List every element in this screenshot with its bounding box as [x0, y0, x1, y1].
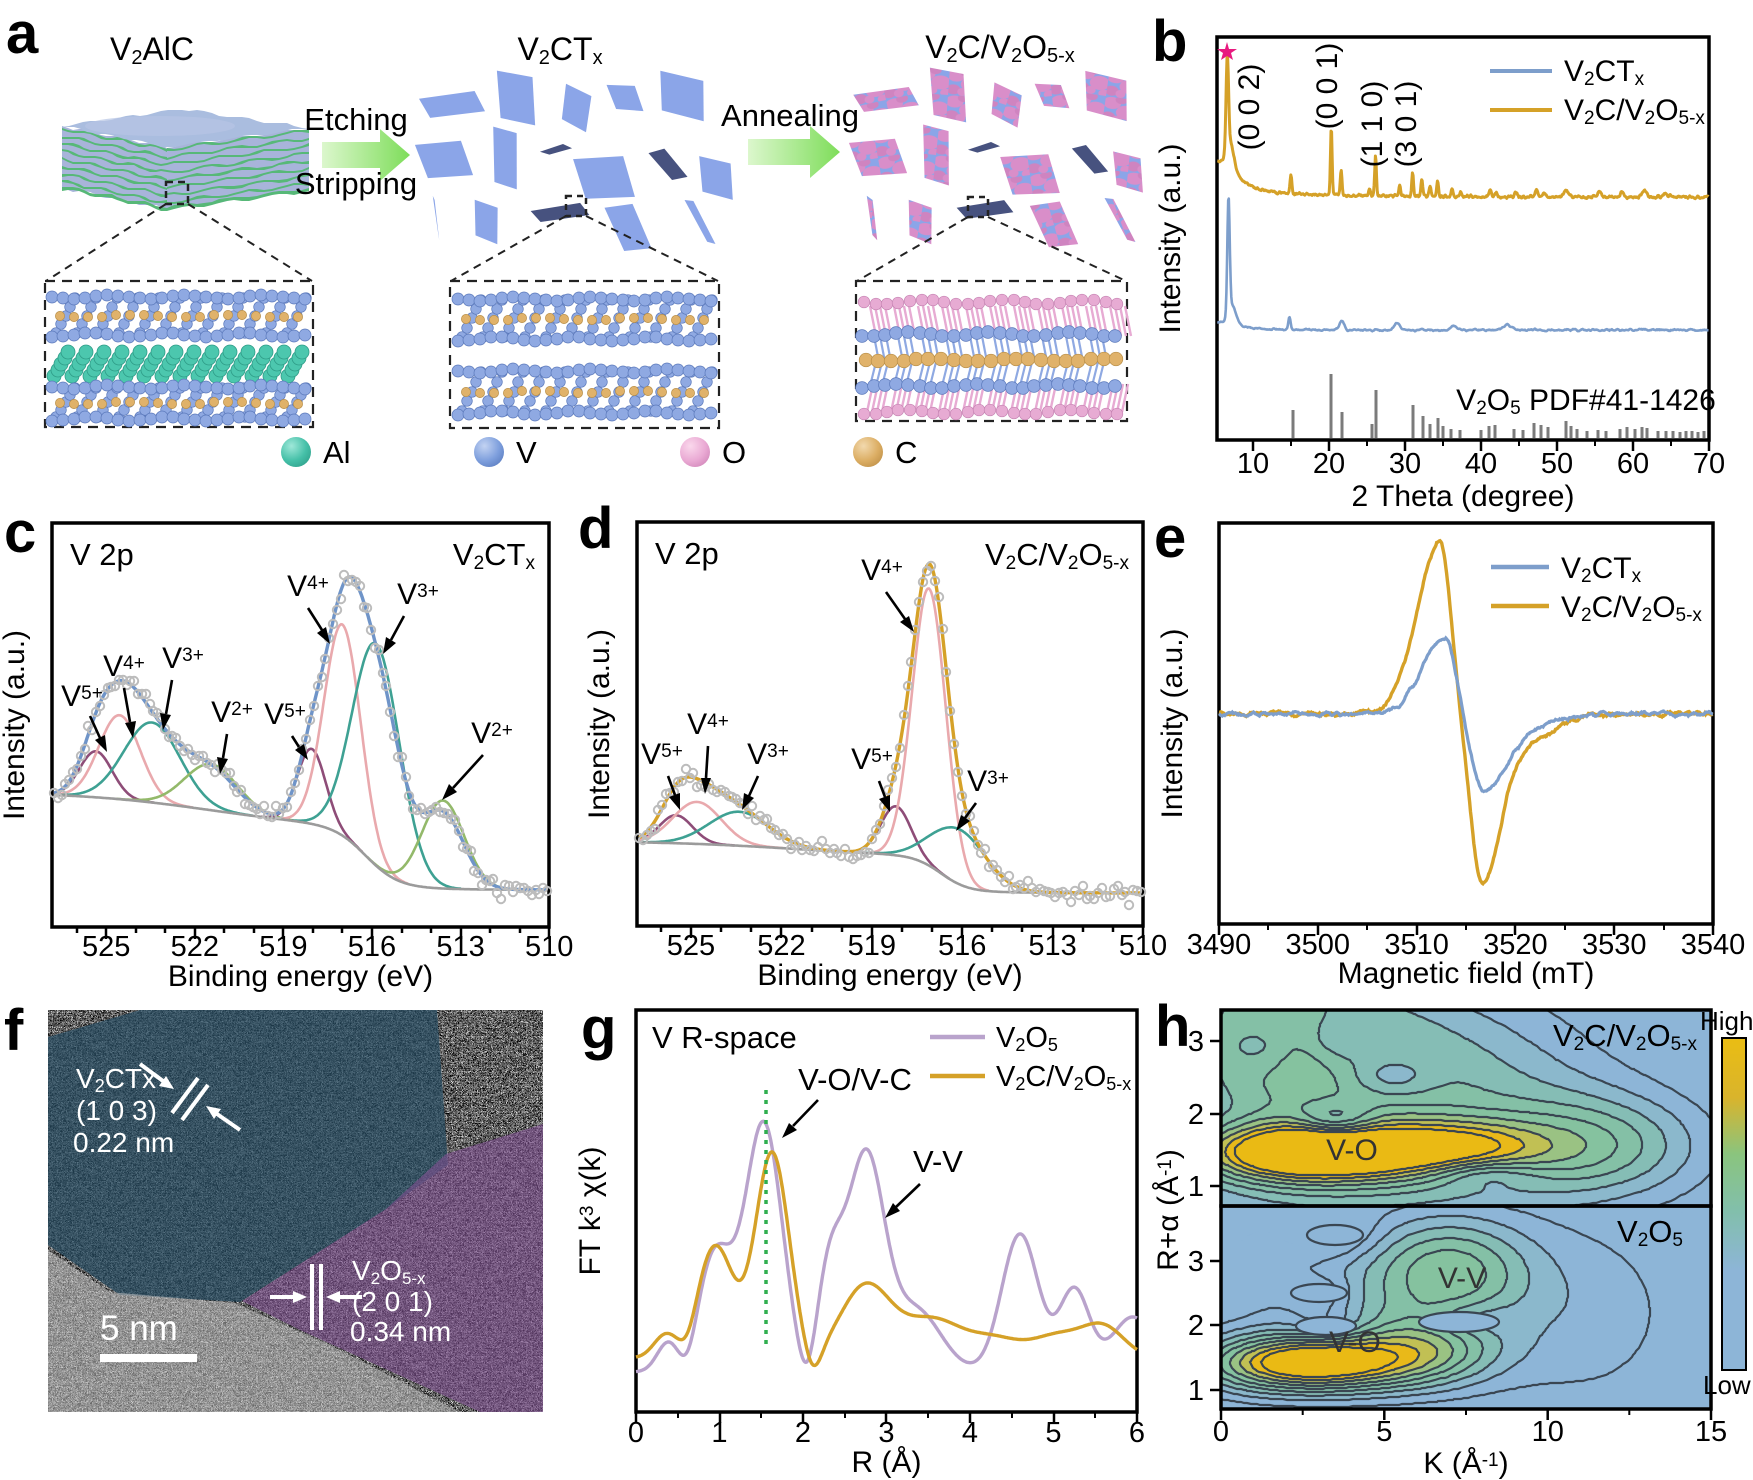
- svg-text:70: 70: [1693, 448, 1725, 480]
- svg-text:525: 525: [667, 930, 715, 962]
- svg-text:e: e: [1154, 505, 1186, 570]
- svg-text:c: c: [4, 500, 36, 565]
- svg-text:522: 522: [757, 930, 805, 962]
- svg-text:Magnetic field (mT): Magnetic field (mT): [1338, 957, 1595, 990]
- svg-text:2: 2: [1188, 1310, 1204, 1342]
- svg-text:516: 516: [938, 930, 986, 962]
- svg-text:525: 525: [82, 931, 130, 963]
- svg-text:5: 5: [1376, 1416, 1392, 1448]
- svg-text:0: 0: [1213, 1416, 1229, 1448]
- svg-text:60: 60: [1617, 448, 1649, 480]
- svg-text:519: 519: [259, 931, 307, 963]
- svg-text:6: 6: [1129, 1417, 1145, 1449]
- svg-text:10: 10: [1532, 1416, 1564, 1448]
- svg-text:a: a: [6, 1, 39, 66]
- svg-text:3540: 3540: [1681, 929, 1746, 961]
- svg-text:Annealing: Annealing: [721, 98, 859, 133]
- svg-text:Low: Low: [1703, 1370, 1751, 1400]
- svg-text:V-V: V-V: [1438, 1262, 1486, 1295]
- svg-text:V2C/V2O5-x: V2C/V2O5-x: [1564, 94, 1705, 129]
- svg-text:V: V: [516, 435, 537, 470]
- svg-text:Intensity (a.u.): Intensity (a.u.): [1154, 143, 1187, 333]
- svg-text:V-V: V-V: [913, 1144, 963, 1179]
- svg-text:(0 0 2): (0 0 2): [1233, 64, 1266, 151]
- svg-text:0.34 nm: 0.34 nm: [350, 1316, 451, 1347]
- svg-text:Binding energy (eV): Binding energy (eV): [757, 959, 1022, 992]
- svg-text:(2 0 1): (2 0 1): [352, 1286, 433, 1317]
- svg-text:15: 15: [1695, 1416, 1727, 1448]
- svg-text:3: 3: [1188, 1246, 1204, 1278]
- svg-text:d: d: [578, 496, 613, 561]
- svg-text:V2CTx: V2CTx: [1561, 552, 1642, 587]
- svg-text:V 2p: V 2p: [70, 537, 134, 572]
- svg-text:(0 0 1): (0 0 1): [1311, 43, 1344, 130]
- svg-text:513: 513: [1028, 930, 1076, 962]
- svg-text:3530: 3530: [1582, 929, 1647, 961]
- svg-text:3: 3: [878, 1417, 894, 1449]
- svg-text:5: 5: [1045, 1417, 1061, 1449]
- svg-text:f: f: [4, 998, 24, 1063]
- svg-text:1: 1: [1188, 1171, 1204, 1203]
- svg-text:2 Theta (degree): 2 Theta (degree): [1352, 480, 1575, 513]
- svg-text:(3 0 1): (3 0 1): [1390, 81, 1423, 168]
- svg-text:3490: 3490: [1187, 929, 1252, 961]
- svg-text:2: 2: [795, 1417, 811, 1449]
- svg-text:2: 2: [1188, 1099, 1204, 1131]
- svg-text:40: 40: [1465, 448, 1497, 480]
- svg-text:h: h: [1155, 994, 1190, 1059]
- svg-text:510: 510: [525, 931, 573, 963]
- svg-text:1: 1: [1188, 1375, 1204, 1407]
- svg-text:V-O: V-O: [1329, 1326, 1381, 1359]
- svg-text:(1 0 3): (1 0 3): [76, 1095, 157, 1126]
- svg-text:20: 20: [1313, 448, 1345, 480]
- svg-text:0: 0: [628, 1417, 644, 1449]
- svg-text:High: High: [1700, 1006, 1753, 1036]
- svg-text:513: 513: [436, 931, 484, 963]
- svg-text:V2CTx: V2CTx: [517, 31, 602, 69]
- svg-text:V R-space: V R-space: [652, 1020, 797, 1055]
- svg-text:V2CTx: V2CTx: [1564, 55, 1645, 90]
- svg-text:V 2p: V 2p: [655, 536, 719, 571]
- svg-text:10: 10: [1237, 448, 1269, 480]
- svg-text:Intensity (a.u.): Intensity (a.u.): [1156, 628, 1189, 818]
- svg-text:Intensity (a.u.): Intensity (a.u.): [0, 630, 31, 820]
- svg-text:519: 519: [848, 930, 896, 962]
- svg-text:Etching: Etching: [304, 102, 407, 137]
- svg-text:V2CTx: V2CTx: [453, 537, 536, 574]
- svg-text:V2O5: V2O5: [1617, 1214, 1683, 1251]
- svg-text:3500: 3500: [1286, 929, 1351, 961]
- svg-text:Intensity (a.u.): Intensity (a.u.): [583, 629, 616, 819]
- svg-text:50: 50: [1541, 448, 1573, 480]
- svg-text:V2O5 PDF#41-1426: V2O5 PDF#41-1426: [1456, 384, 1716, 419]
- svg-text:V2CTx: V2CTx: [76, 1063, 156, 1096]
- svg-text:V2O5: V2O5: [996, 1022, 1058, 1055]
- svg-text:Stripping: Stripping: [295, 166, 417, 201]
- svg-text:3: 3: [1188, 1026, 1204, 1058]
- svg-text:(1 1 0): (1 1 0): [1356, 81, 1389, 168]
- svg-text:516: 516: [348, 931, 396, 963]
- svg-text:Al: Al: [323, 435, 351, 470]
- svg-text:Binding energy (eV): Binding energy (eV): [168, 960, 433, 993]
- svg-text:3510: 3510: [1384, 929, 1449, 961]
- svg-text:510: 510: [1119, 930, 1167, 962]
- svg-text:R (Å): R (Å): [852, 1446, 922, 1479]
- svg-text:1: 1: [711, 1417, 727, 1449]
- svg-text:30: 30: [1389, 448, 1421, 480]
- svg-text:V-O/V-C: V-O/V-C: [798, 1062, 912, 1097]
- svg-text:O: O: [722, 435, 746, 470]
- svg-text:C: C: [895, 435, 917, 470]
- svg-text:V-O: V-O: [1326, 1134, 1378, 1167]
- svg-text:g: g: [581, 996, 616, 1061]
- svg-text:5 nm: 5 nm: [100, 1309, 178, 1348]
- svg-text:522: 522: [171, 931, 219, 963]
- svg-text:4: 4: [962, 1417, 978, 1449]
- svg-text:V2AlC: V2AlC: [110, 31, 194, 69]
- svg-text:0.22 nm: 0.22 nm: [73, 1127, 174, 1158]
- svg-text:b: b: [1152, 9, 1187, 74]
- svg-text:3520: 3520: [1483, 929, 1548, 961]
